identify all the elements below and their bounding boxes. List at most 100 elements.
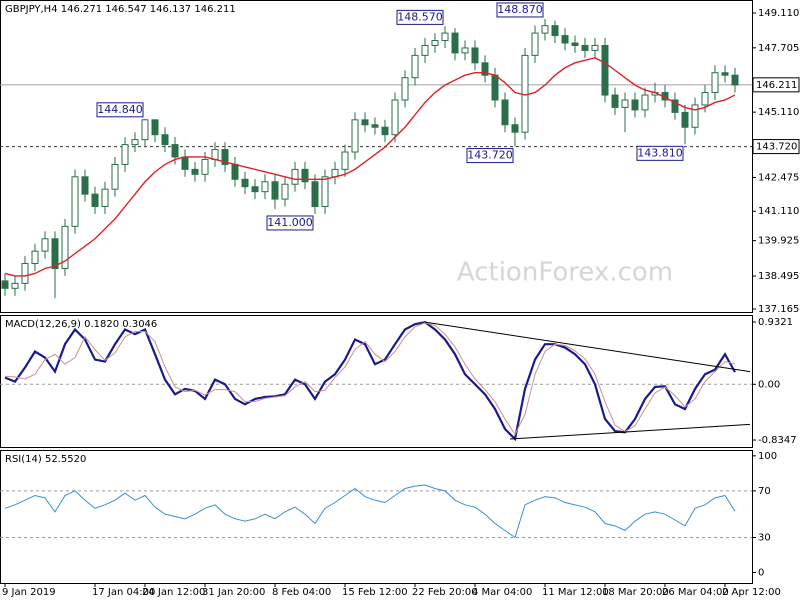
candle-body [491, 74, 499, 101]
candle-body [321, 176, 329, 208]
candle-body [731, 74, 739, 86]
panel-title: RSI(14) 52.5520 [5, 454, 86, 465]
annotation-label: 143.720 [467, 149, 513, 162]
candle-body [241, 178, 249, 188]
annotation-label: 143.810 [637, 146, 683, 159]
candle-body [721, 72, 729, 76]
y-tick-label: 0.00 [758, 379, 780, 390]
candle-body [611, 94, 619, 108]
y-tick-label: 0 [758, 568, 764, 579]
candle-body [81, 176, 89, 195]
annotation-box [496, 2, 544, 18]
candle-body [541, 25, 549, 34]
annotation-label: 148.870 [497, 3, 543, 16]
x-tick-label: 2 Apr 12:00 [722, 587, 781, 598]
annotation-label: 141.000 [267, 216, 313, 229]
x-tick-label: 4 Mar 04:00 [472, 587, 532, 598]
candle-body [21, 263, 29, 284]
y-tick-label: -0.8347 [758, 435, 797, 446]
candle-body [371, 124, 379, 128]
candle-body [11, 282, 19, 289]
level-label: 146.211 [756, 80, 797, 91]
candle-body [441, 32, 449, 42]
candle-body [131, 139, 139, 146]
candle-body [281, 183, 289, 200]
y-tick-label: 141.110 [758, 206, 799, 217]
candle-body [401, 77, 409, 101]
candle-body [711, 72, 719, 94]
series-line [4, 322, 736, 436]
x-tick-label: 11 Mar 12:00 [542, 587, 609, 598]
annotation-label: 144.840 [97, 103, 143, 116]
candle-body [501, 99, 509, 126]
x-tick-label: 22 Feb 20:00 [412, 587, 478, 598]
y-tick-label: 139.925 [758, 236, 799, 247]
candle-body [481, 62, 489, 76]
candle-body [691, 104, 699, 128]
candle-body [351, 119, 359, 153]
level-label-box [752, 139, 800, 155]
candle-body [161, 134, 169, 146]
candle-body [61, 225, 69, 269]
candle-body [471, 47, 479, 64]
candle-body [221, 149, 229, 165]
candle-body [431, 40, 439, 46]
annotation-box [466, 148, 514, 164]
series-line [4, 320, 736, 442]
candle-body [631, 99, 639, 111]
candle-body [251, 186, 259, 193]
candle-body [411, 54, 419, 79]
level-label-box [752, 77, 800, 93]
candle-body [301, 168, 309, 183]
candle-body [451, 32, 459, 54]
candle-body [571, 42, 579, 46]
candle-body [181, 156, 189, 170]
candle-body [121, 144, 129, 165]
candle-body [191, 168, 199, 175]
annotation-label: 148.570 [397, 10, 443, 23]
candle-body [341, 151, 349, 170]
trend-line [424, 321, 751, 373]
y-tick-label: 142.475 [758, 172, 799, 183]
candle-body [201, 158, 209, 175]
panel-frame [0, 315, 753, 448]
candle-body [51, 238, 59, 269]
candle-body [1, 280, 9, 289]
candle-body [171, 144, 179, 158]
candle-body [361, 119, 369, 126]
y-tick-label: 100 [758, 451, 777, 462]
candle-body [381, 126, 389, 136]
y-tick-label: 138.495 [758, 271, 799, 282]
candle-body [561, 35, 569, 44]
candle-body [461, 47, 469, 54]
panel-title: GBPJPY,H4 146.271 146.547 146.137 146.21… [5, 4, 236, 15]
y-tick-label: 149.110 [758, 8, 799, 19]
candle-body [111, 163, 119, 190]
candle-body [91, 193, 99, 208]
x-tick-label: 8 Feb 04:00 [272, 587, 331, 598]
candle-body [311, 181, 319, 208]
candle-body [31, 250, 39, 265]
level-label: 143.720 [756, 142, 797, 153]
y-tick-label: 137.165 [758, 304, 799, 315]
annotation-box [396, 9, 444, 25]
candle-body [551, 25, 559, 37]
x-tick-label: 15 Feb 12:00 [342, 587, 408, 598]
candle-body [421, 44, 429, 56]
candle-body [71, 176, 79, 227]
y-tick-label: 70 [758, 486, 771, 497]
candle-body [531, 32, 539, 56]
series-line [4, 484, 736, 539]
candle-body [101, 188, 109, 208]
x-tick-label: 17 Jan 04:00 [92, 587, 155, 598]
y-tick-label: 0.9321 [758, 317, 793, 328]
candle-body [41, 238, 49, 252]
watermark: ActionForex.com [457, 258, 673, 288]
y-tick-label: 145.110 [758, 107, 799, 118]
candle-body [591, 44, 599, 51]
candle-body [581, 44, 589, 51]
panel-frame [0, 0, 753, 313]
annotation-box [266, 215, 314, 231]
panel-title: MACD(12,26,9) 0.1820 0.3046 [5, 319, 157, 330]
